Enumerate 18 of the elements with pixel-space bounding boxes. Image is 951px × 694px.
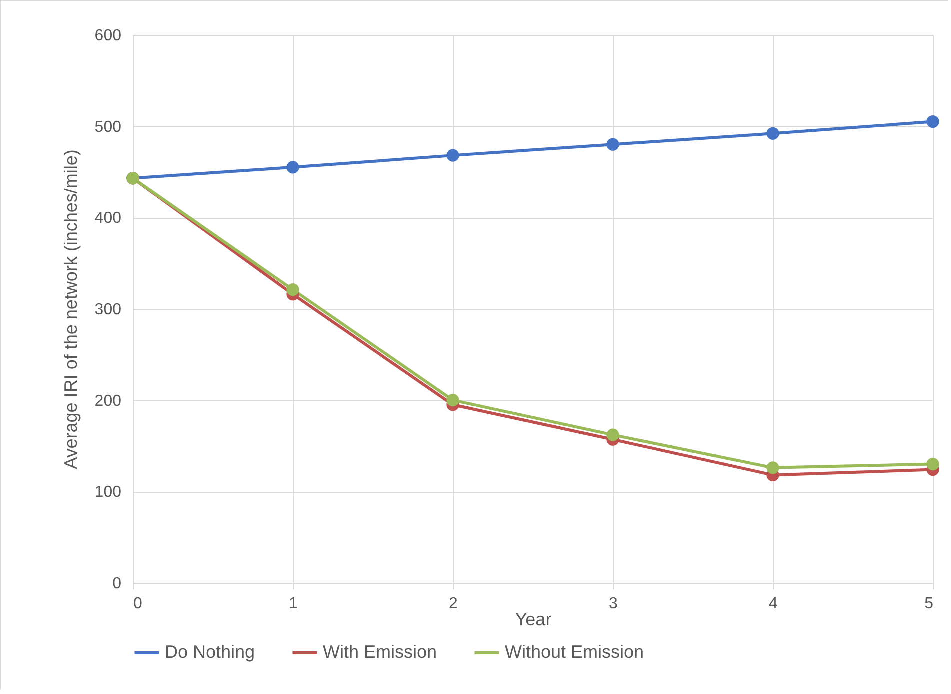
legend-label: With Emission (323, 642, 438, 662)
x-tick-label: 1 (289, 596, 298, 612)
y-axis-title: Average IRI of the network (inches/mile) (60, 150, 81, 470)
x-tick-label: 2 (449, 596, 458, 612)
y-tick-label: 0 (112, 576, 122, 592)
y-tick-label: 500 (94, 118, 122, 136)
x-tick-label: 4 (769, 596, 778, 612)
x-axis-title: Year (515, 610, 552, 630)
x-tick-label: 3 (609, 596, 618, 612)
legend-label: Without Emission (505, 642, 644, 662)
legend-label: Do Nothing (165, 642, 256, 662)
x-tick-label: 5 (924, 596, 934, 612)
y-tick-label: 300 (94, 302, 122, 318)
y-tick-label: 100 (94, 484, 122, 502)
y-tick-label: 400 (94, 210, 122, 228)
y-tick-label: 200 (94, 392, 122, 410)
y-tick-label: 600 (94, 28, 122, 44)
x-tick-label: 0 (134, 596, 142, 612)
